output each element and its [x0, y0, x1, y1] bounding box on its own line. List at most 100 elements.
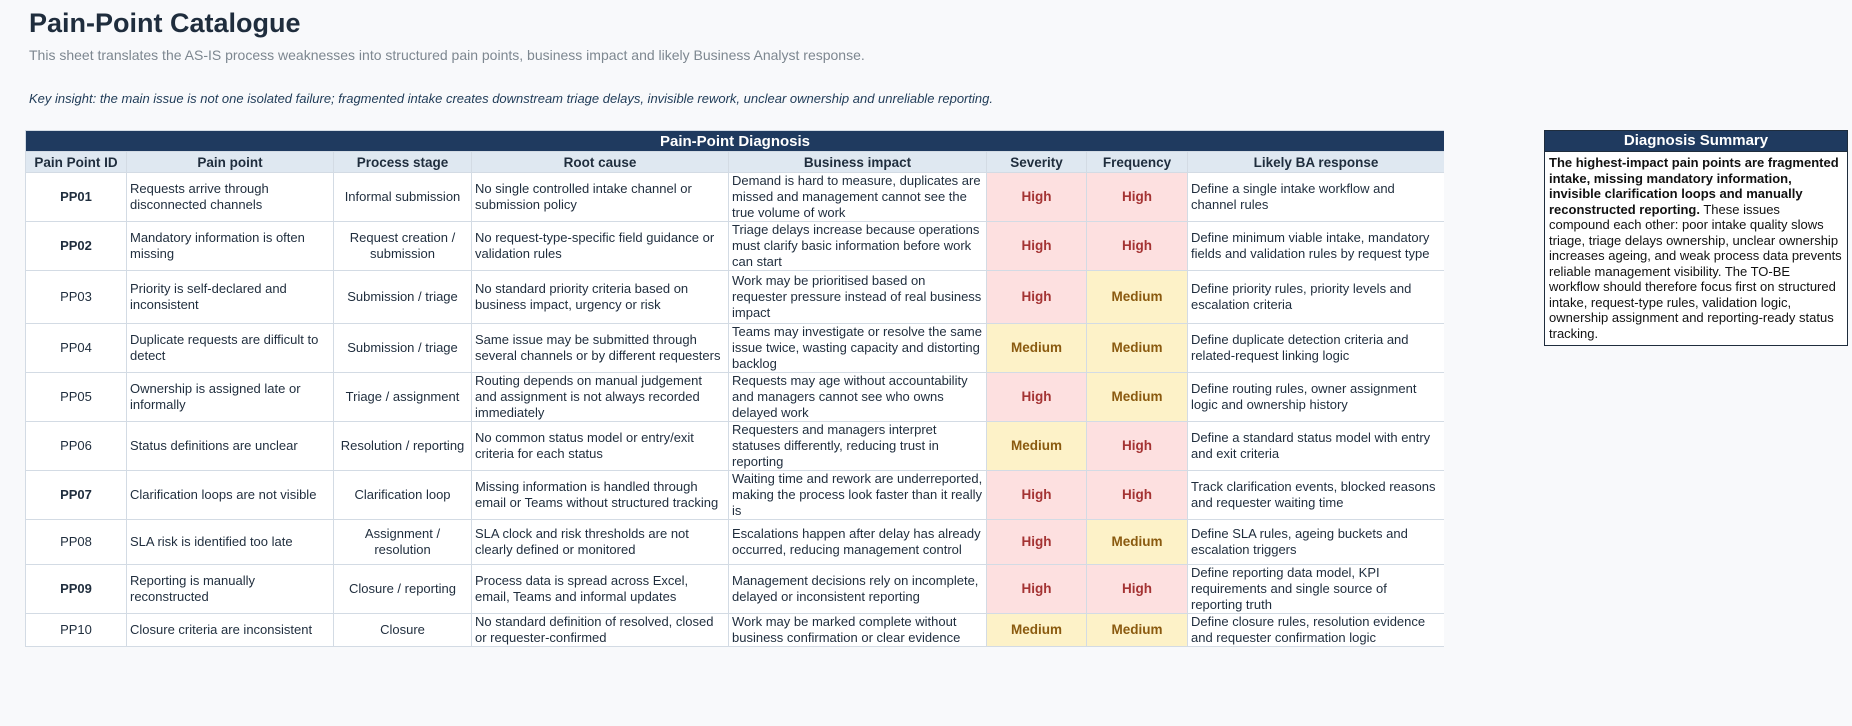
cell-root-cause: No common status model or entry/exit cri… — [471, 421, 729, 471]
cell-process-stage: Submission / triage — [333, 270, 472, 324]
cell-root-cause: Same issue may be submitted through seve… — [471, 323, 729, 373]
cell-root-cause: No single controlled intake channel or s… — [471, 172, 729, 222]
table-row: PP06 Status definitions are unclear Resolu… — [25, 421, 1444, 471]
cell-process-stage: Triage / assignment — [333, 372, 472, 422]
cell-business-impact: Requests may age without accountability … — [728, 372, 987, 422]
column-header-impact: Business impact — [728, 151, 987, 173]
column-header-response: Likely BA response — [1186, 151, 1444, 173]
cell-pain-point: Requests arrive through disconnected cha… — [126, 172, 334, 222]
cell-ba-response: Define a single intake workflow and chan… — [1186, 172, 1444, 222]
cell-frequency: High — [1086, 564, 1188, 614]
cell-business-impact: Demand is hard to measure, duplicates ar… — [728, 172, 987, 222]
cell-ba-response: Define a standard status model with entr… — [1186, 421, 1444, 471]
cell-severity: High — [986, 372, 1087, 422]
table-row: PP03 Priority is self-declared and incons… — [25, 270, 1444, 324]
diagnosis-summary-lead: The highest-impact pain points are fragm… — [1549, 155, 1839, 217]
cell-frequency: High — [1086, 172, 1188, 222]
cell-pain-point-id: PP03 — [25, 270, 127, 324]
cell-pain-point-id: PP06 — [25, 421, 127, 471]
cell-frequency: Medium — [1086, 613, 1188, 647]
cell-process-stage: Submission / triage — [333, 323, 472, 373]
cell-root-cause: No request-type-specific field guidance … — [471, 221, 729, 271]
cell-business-impact: Triage delays increase because operation… — [728, 221, 987, 271]
table-row: PP04 Duplicate requests are difficult to … — [25, 323, 1444, 373]
column-header-row: Pain Point ID Pain point Process stage Root… — [25, 151, 1444, 173]
cell-process-stage: Closure / reporting — [333, 564, 472, 614]
table-body: PP01 Requests arrive through disconnected… — [25, 172, 1444, 647]
table-row: PP09 Reporting is manually reconstructed C… — [25, 564, 1444, 614]
cell-severity: Medium — [986, 421, 1087, 471]
diagnosis-summary-text: These issues compound each other: poor i… — [1549, 201, 1842, 341]
cell-pain-point: SLA risk is identified too late — [126, 519, 334, 565]
cell-pain-point: Reporting is manually reconstructed — [126, 564, 334, 614]
cell-root-cause: Process data is spread across Excel, ema… — [471, 564, 729, 614]
cell-process-stage: Informal submission — [333, 172, 472, 222]
cell-business-impact: Work may be prioritised based on request… — [728, 270, 987, 324]
cell-root-cause: SLA clock and risk thresholds are not cl… — [471, 519, 729, 565]
column-header-root: Root cause — [471, 151, 729, 173]
cell-process-stage: Resolution / reporting — [333, 421, 472, 471]
table-row: PP08 SLA risk is identified too late Assig… — [25, 519, 1444, 565]
table-row: PP01 Requests arrive through disconnected… — [25, 172, 1444, 222]
cell-pain-point-id: PP05 — [25, 372, 127, 422]
diagnosis-summary-body: The highest-impact pain points are fragm… — [1545, 151, 1847, 345]
cell-frequency: High — [1086, 421, 1188, 471]
cell-severity: High — [986, 270, 1087, 324]
cell-pain-point-id: PP08 — [25, 519, 127, 565]
column-header-severity: Severity — [986, 151, 1087, 173]
cell-severity: High — [986, 172, 1087, 222]
cell-ba-response: Define SLA rules, ageing buckets and esc… — [1186, 519, 1444, 565]
cell-ba-response: Track clarification events, blocked reas… — [1186, 470, 1444, 520]
table-row: PP10 Closure criteria are inconsistent Clo… — [25, 613, 1444, 647]
column-header-frequency: Frequency — [1086, 151, 1188, 173]
cell-pain-point-id: PP09 — [25, 564, 127, 614]
cell-severity: Medium — [986, 613, 1087, 647]
table-row: PP07 Clarification loops are not visible C… — [25, 470, 1444, 520]
cell-pain-point-id: PP10 — [25, 613, 127, 647]
cell-pain-point: Clarification loops are not visible — [126, 470, 334, 520]
cell-severity: Medium — [986, 323, 1087, 373]
cell-pain-point: Duplicate requests are difficult to dete… — [126, 323, 334, 373]
pain-point-table: Pain-Point Diagnosis Pain Point ID Pain p… — [25, 130, 1444, 647]
cell-ba-response: Define reporting data model, KPI require… — [1186, 564, 1444, 614]
column-header-id: Pain Point ID — [25, 151, 127, 173]
cell-process-stage: Clarification loop — [333, 470, 472, 520]
cell-severity: High — [986, 470, 1087, 520]
pain-point-grid: Pain-Point Diagnosis Pain Point ID Pain p… — [25, 130, 1444, 708]
cell-pain-point: Closure criteria are inconsistent — [126, 613, 334, 647]
table-row: PP02 Mandatory information is often missi… — [25, 221, 1444, 271]
cell-frequency: High — [1086, 470, 1188, 520]
cell-pain-point: Status definitions are unclear — [126, 421, 334, 471]
cell-pain-point-id: PP02 — [25, 221, 127, 271]
cell-frequency: Medium — [1086, 323, 1188, 373]
column-header-stage: Process stage — [333, 151, 472, 173]
cell-process-stage: Closure — [333, 613, 472, 647]
cell-business-impact: Waiting time and rework are underreporte… — [728, 470, 987, 520]
cell-business-impact: Teams may investigate or resolve the sam… — [728, 323, 987, 373]
cell-pain-point-id: PP07 — [25, 470, 127, 520]
cell-frequency: Medium — [1086, 519, 1188, 565]
cell-process-stage: Assignment / resolution — [333, 519, 472, 565]
cell-severity: High — [986, 564, 1087, 614]
cell-root-cause: Routing depends on manual judgement and … — [471, 372, 729, 422]
table-row: PP05 Ownership is assigned late or inform… — [25, 372, 1444, 422]
cell-ba-response: Define priority rules, priority levels a… — [1186, 270, 1444, 324]
cell-root-cause: No standard definition of resolved, clos… — [471, 613, 729, 647]
cell-frequency: High — [1086, 221, 1188, 271]
cell-root-cause: Missing information is handled through e… — [471, 470, 729, 520]
cell-ba-response: Define routing rules, owner assignment l… — [1186, 372, 1444, 422]
diagnosis-summary-panel: Diagnosis Summary The highest-impact pai… — [1544, 130, 1848, 346]
page-subtitle: This sheet translates the AS-IS process … — [29, 47, 865, 63]
cell-business-impact: Work may be marked complete without busi… — [728, 613, 987, 647]
cell-pain-point: Priority is self-declared and inconsiste… — [126, 270, 334, 324]
cell-severity: High — [986, 221, 1087, 271]
key-insight: Key insight: the main issue is not one i… — [29, 91, 993, 106]
cell-business-impact: Escalations happen after delay has alrea… — [728, 519, 987, 565]
cell-frequency: Medium — [1086, 372, 1188, 422]
cell-business-impact: Requesters and managers interpret status… — [728, 421, 987, 471]
cell-ba-response: Define minimum viable intake, mandatory … — [1186, 221, 1444, 271]
cell-process-stage: Request creation / submission — [333, 221, 472, 271]
diagnosis-summary-title: Diagnosis Summary — [1545, 131, 1847, 151]
cell-ba-response: Define closure rules, resolution evidenc… — [1186, 613, 1444, 647]
cell-pain-point: Ownership is assigned late or informally — [126, 372, 334, 422]
